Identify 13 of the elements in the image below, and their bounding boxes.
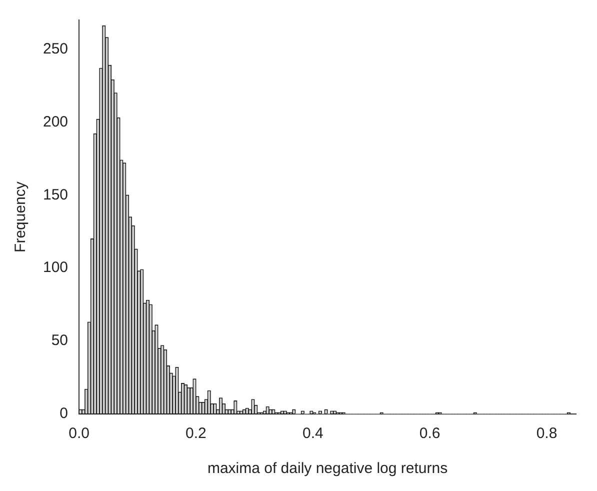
x-tick-label: 0.0 [68, 425, 90, 442]
y-tick-label: 250 [42, 40, 68, 58]
y-tick-label: 200 [42, 113, 68, 130]
y-tick-label: 50 [51, 332, 68, 350]
y-tick-label: 100 [42, 259, 68, 276]
y-tick-label: 150 [42, 186, 68, 204]
x-tick-label: 0.4 [302, 425, 324, 442]
y-tick-label: 0 [60, 405, 68, 422]
x-tick-label: 0.8 [536, 425, 558, 442]
x-tick-label: 0.6 [419, 425, 440, 442]
x-axis-title: maxima of daily negative log returns [207, 460, 448, 478]
x-tick-label: 0.2 [186, 425, 206, 442]
y-axis-title: Frequency [12, 181, 30, 252]
